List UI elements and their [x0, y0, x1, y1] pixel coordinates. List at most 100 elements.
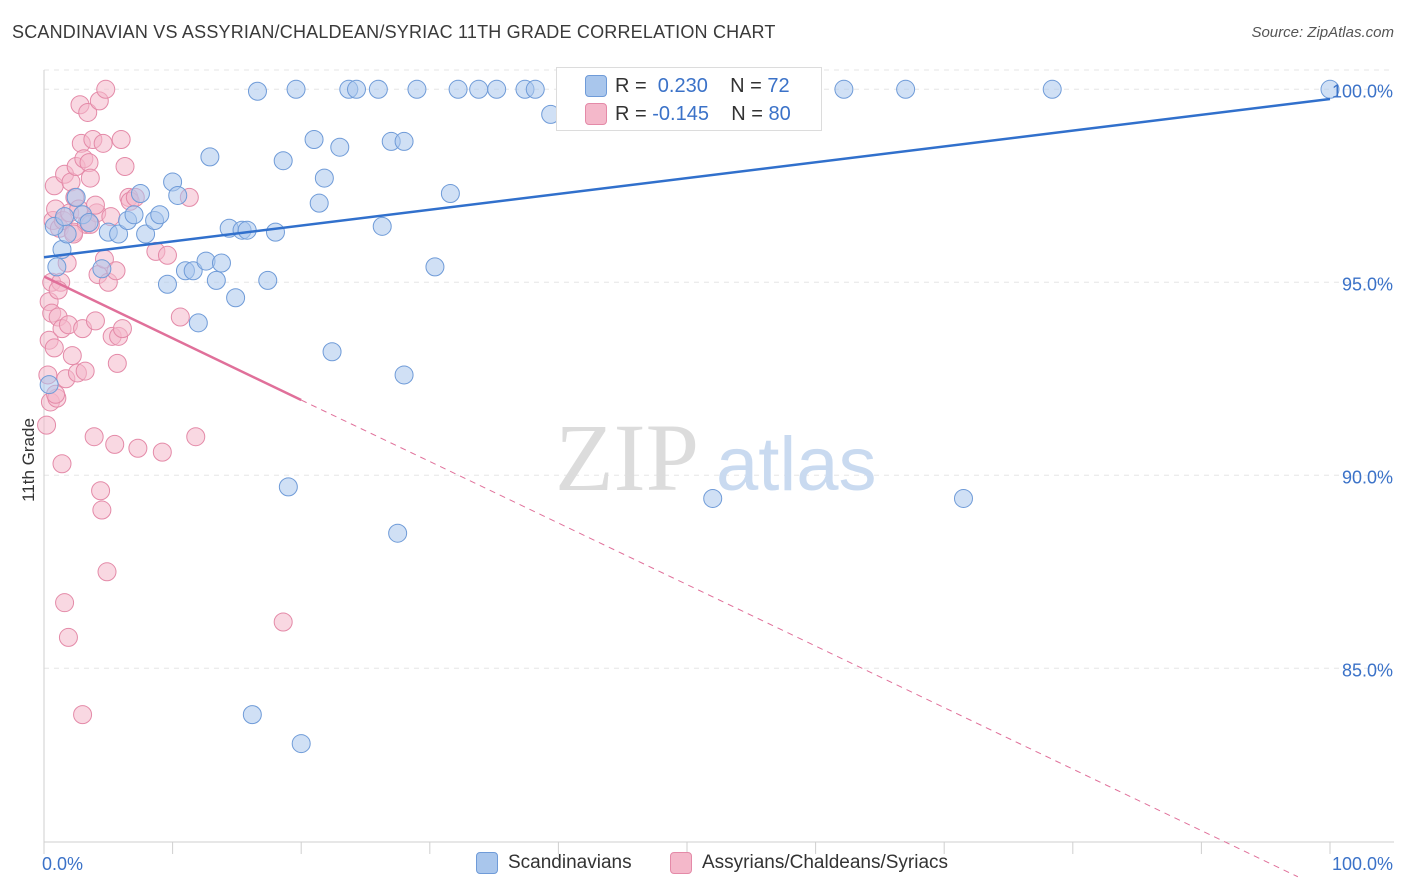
bottom-legend-assyrians: Assyrians/Chaldeans/Syriacs: [670, 852, 948, 874]
legend-r-label: R =: [615, 74, 653, 97]
assyrian-point: [52, 454, 72, 474]
scandinavian-point: [330, 137, 350, 157]
scandinavian-point: [388, 523, 408, 543]
assyrians-trend-line: [43, 275, 302, 402]
assyrian-point: [93, 133, 113, 153]
scandinavian-point: [314, 168, 334, 188]
assyrian-point: [157, 245, 177, 265]
scandinavian-point: [322, 342, 342, 362]
scandinavians-trend-line: [43, 97, 1331, 259]
scandinavian-point: [304, 129, 324, 149]
scandinavian-point: [487, 79, 507, 99]
scandinavian-point: [703, 488, 723, 508]
assyrian-point: [128, 438, 148, 458]
legend-r-label: R =: [615, 102, 653, 125]
scandinavian-point: [278, 477, 298, 497]
scandinavian-point: [66, 187, 86, 207]
watermark-atlas: atlas: [716, 422, 877, 507]
legend-n-label: N =: [731, 102, 769, 125]
scandinavian-point: [136, 224, 156, 244]
assyrian-point: [75, 361, 95, 381]
assyrian-point: [58, 627, 78, 647]
scandinavian-point: [47, 257, 67, 277]
scandinavian-point: [372, 216, 392, 236]
scandinavian-point: [368, 79, 388, 99]
legend-swatch-pink: [585, 103, 607, 125]
legend-swatch-blue: [585, 75, 607, 97]
assyrian-point: [107, 353, 127, 373]
legend-n-label: N =: [730, 74, 768, 97]
bottom-legend-label: Assyrians/Chaldeans/Syriacs: [702, 852, 949, 873]
grid-lines: [44, 69, 1394, 669]
assyrian-point: [91, 481, 111, 501]
scandinavian-point: [469, 79, 489, 99]
scandinavian-point: [258, 270, 278, 290]
y-axis-label: 11th Grade: [19, 418, 38, 502]
x-tick-label: 100.0%: [1332, 854, 1393, 874]
scandinavian-point: [226, 288, 246, 308]
bottom-legend-label: Scandinavians: [508, 852, 632, 873]
scandinavian-point: [265, 222, 285, 242]
scandinavian-point: [157, 274, 177, 294]
assyrian-point: [115, 157, 135, 176]
assyrian-point: [80, 168, 100, 188]
assyrian-point: [37, 415, 57, 435]
scandinavian-point: [346, 79, 366, 99]
y-tick-label: 95.0%: [1342, 274, 1393, 294]
watermark: ZIP atlas: [555, 404, 877, 511]
scandinavian-point: [124, 205, 144, 225]
legend-row-scandinavians: R = 0.230 N = 72: [585, 73, 790, 99]
assyrian-point: [112, 319, 132, 339]
assyrian-point: [170, 307, 190, 327]
scandinavian-point: [1042, 79, 1062, 99]
legend-row-assyrians: R = -0.145 N = 80: [585, 101, 791, 127]
assyrian-point: [152, 442, 172, 462]
scandinavian-point: [896, 79, 916, 99]
scandinavian-point: [200, 147, 220, 167]
assyrian-point: [105, 434, 125, 454]
y-tick-label: 100.0%: [1332, 81, 1393, 101]
scandinavian-point: [273, 151, 293, 171]
assyrian-point: [73, 705, 93, 725]
scandinavian-point: [425, 257, 445, 277]
legend-r-value: -0.145: [652, 102, 709, 125]
trend-lines: [43, 97, 1331, 878]
watermark-zip: ZIP: [555, 404, 699, 511]
scandinavian-point: [247, 81, 267, 101]
assyrian-point: [96, 79, 116, 99]
assyrian-point: [97, 562, 117, 582]
scandinavian-point: [440, 184, 460, 204]
scandinavian-point: [525, 79, 545, 99]
scandinavian-point: [291, 734, 311, 754]
assyrian-point: [44, 338, 64, 358]
legend-r-value: 0.230: [652, 74, 708, 97]
y-tick-label: 85.0%: [1342, 660, 1393, 680]
y-tick-label: 90.0%: [1342, 467, 1393, 487]
scandinavian-point: [79, 212, 99, 232]
scandinavian-point: [92, 259, 112, 279]
bottom-legend-swatch-blue: [476, 852, 498, 874]
scandinavian-point: [394, 365, 414, 385]
assyrian-point: [78, 102, 98, 122]
source-credit: Source: ZipAtlas.com: [1251, 24, 1394, 41]
assyrian-point: [62, 346, 82, 366]
scandinavian-point: [834, 79, 854, 99]
legend-n-value: 80: [768, 102, 791, 125]
bottom-legend-scandinavians: Scandinavians: [476, 852, 632, 874]
scandinavian-point: [206, 270, 226, 290]
assyrian-point: [84, 427, 104, 447]
scandinavian-point: [150, 205, 170, 225]
scandinavian-point: [394, 131, 414, 151]
chart-title: SCANDINAVIAN VS ASSYRIAN/CHALDEAN/SYRIAC…: [12, 22, 776, 42]
scandinavian-point: [168, 185, 188, 205]
scandinavian-point: [55, 207, 75, 227]
assyrians-trend-extension: [300, 399, 1299, 878]
scandinavian-point: [211, 253, 231, 273]
scandinavian-point: [407, 79, 427, 99]
assyrian-point: [55, 593, 75, 613]
axes: [43, 70, 1394, 854]
scandinavian-point: [188, 313, 208, 333]
tick-labels: 85.0% 90.0% 95.0% 100.0% 0.0% 100.0%: [42, 81, 1393, 874]
scandinavian-point: [183, 261, 203, 281]
